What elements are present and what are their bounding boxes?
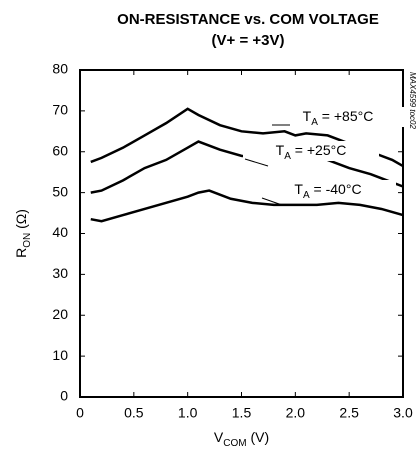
- series-label: TA = -40°C: [294, 181, 361, 201]
- y-axis-label-part: ON: [22, 233, 33, 248]
- y-tick-label: 0: [60, 388, 68, 404]
- series-label-part: T: [294, 181, 303, 197]
- series-label-part: = -40°C: [310, 181, 362, 197]
- series-label: TA = +25°C: [276, 142, 347, 162]
- chart-title: ON-RESISTANCE vs. COM VOLTAGE: [117, 11, 379, 28]
- series-label-part: = +85°C: [318, 108, 373, 124]
- x-axis-label-part: V: [214, 429, 224, 445]
- y-tick-label: 80: [52, 61, 68, 77]
- series-label: TA = +85°C: [303, 108, 374, 128]
- y-tick-label: 40: [52, 224, 68, 240]
- series-label-part: = +25°C: [291, 142, 346, 158]
- plot-frame: [79, 69, 404, 398]
- y-tick-label: 60: [52, 142, 68, 158]
- y-axis-label: RON (Ω): [13, 209, 33, 258]
- series-label-part: T: [276, 142, 285, 158]
- x-axis-label-part: (V): [247, 429, 270, 445]
- series-label-part: A: [311, 117, 318, 128]
- x-tick-label: 0.5: [124, 405, 144, 421]
- y-axis-label-part: R: [13, 248, 29, 258]
- x-tick-label: 2.0: [286, 405, 306, 421]
- y-tick-label: 30: [52, 265, 68, 281]
- x-axis-label-part: COM: [223, 438, 246, 449]
- label-bg: [260, 180, 396, 200]
- x-tick-label: 1.5: [232, 405, 252, 421]
- x-axis-label: VCOM (V): [214, 429, 269, 449]
- x-tick-label: 1.0: [178, 405, 198, 421]
- series-label-part: A: [303, 190, 310, 201]
- annotation: MAX4599 toc02: [408, 72, 417, 129]
- series-label-part: T: [303, 108, 312, 124]
- label-bg: [270, 107, 406, 127]
- y-tick-label: 70: [52, 102, 68, 118]
- y-tick-label: 50: [52, 183, 68, 199]
- x-tick-label: 0: [76, 405, 84, 421]
- y-axis-label-part: (Ω): [13, 209, 29, 233]
- series-line: [90, 189, 404, 223]
- leader-line: [244, 158, 269, 167]
- label-bg: [243, 141, 379, 161]
- series-label-part: A: [284, 151, 291, 162]
- x-tick-label: 3.0: [393, 405, 413, 421]
- leader-line: [261, 197, 283, 206]
- chart-subtitle: (V+ = +3V): [212, 32, 285, 49]
- series-line: [90, 140, 404, 194]
- y-tick-label: 10: [52, 347, 68, 363]
- y-tick-label: 20: [52, 306, 68, 322]
- x-tick-label: 2.5: [339, 405, 359, 421]
